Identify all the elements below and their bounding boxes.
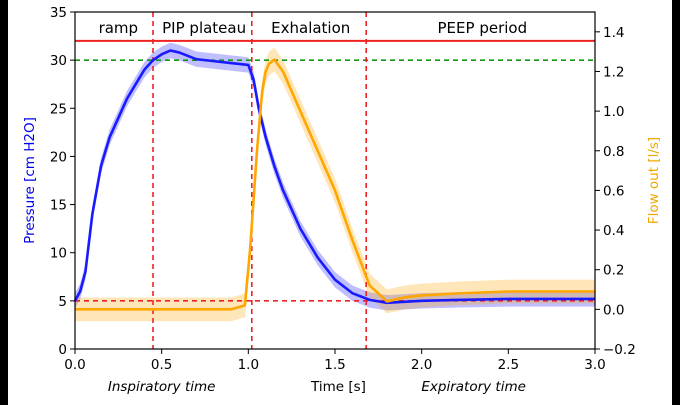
phase-label: ramp [99,19,139,37]
x-axis-label: Time [s] [310,379,366,395]
phase-label: PEEP period [438,19,528,37]
y-right-tick-label: 0.2 [603,263,624,279]
series-line-flow-out [75,58,595,311]
series-line-pressure [73,49,595,305]
x-tick-label: 2.5 [498,357,519,373]
y-right-tick-label: 1.0 [603,104,624,120]
x-tick-label: 0.0 [64,357,85,373]
y-right-tick-label: 1.2 [603,64,624,80]
series-band-flow-out [75,47,595,322]
phase-label: PIP plateau [162,19,246,37]
y-tick-label: 35 [50,5,67,21]
annotation-below: Expiratory time [421,379,526,395]
y-right-tick-label: 0.0 [603,302,624,318]
chart-canvas: 0.0 0.5 1.0 1.5 2.0 2.5 3.0 0 5 10 15 20 25 30 35 −0.2 0… [22,5,662,395]
y-tick-label: 25 [50,101,67,117]
y-right-tick-label: −0.2 [603,342,636,358]
y-axis-label-left: Pressure [cm H2O] [22,117,38,244]
y-right-tick-label: 0.8 [603,144,624,160]
y-right-tick-label: 0.4 [603,223,624,239]
y-tick-label: 15 [50,198,67,214]
annotation-below: Inspiratory time [108,379,216,395]
y-tick-label: 30 [50,53,67,69]
x-tick-label: 2.0 [411,357,432,373]
x-tick-label: 1.0 [238,357,259,373]
phase-label: Exhalation [271,19,350,37]
x-tick-label: 3.0 [584,357,605,373]
y-tick-label: 5 [58,294,67,310]
x-tick-label: 1.5 [324,357,345,373]
y-tick-label: 0 [58,342,67,358]
y-axis-label-right: Flow out [l/s] [646,137,662,224]
chart-frame: 0.0 0.5 1.0 1.5 2.0 2.5 3.0 0 5 10 15 20 25 30 35 −0.2 0… [8,0,672,405]
y-tick-label: 10 [50,246,67,262]
y-tick-label: 20 [50,149,67,165]
y-right-tick-label: 1.4 [603,25,624,41]
y-right-tick-label: 0.6 [603,183,624,199]
x-tick-label: 0.5 [151,357,172,373]
